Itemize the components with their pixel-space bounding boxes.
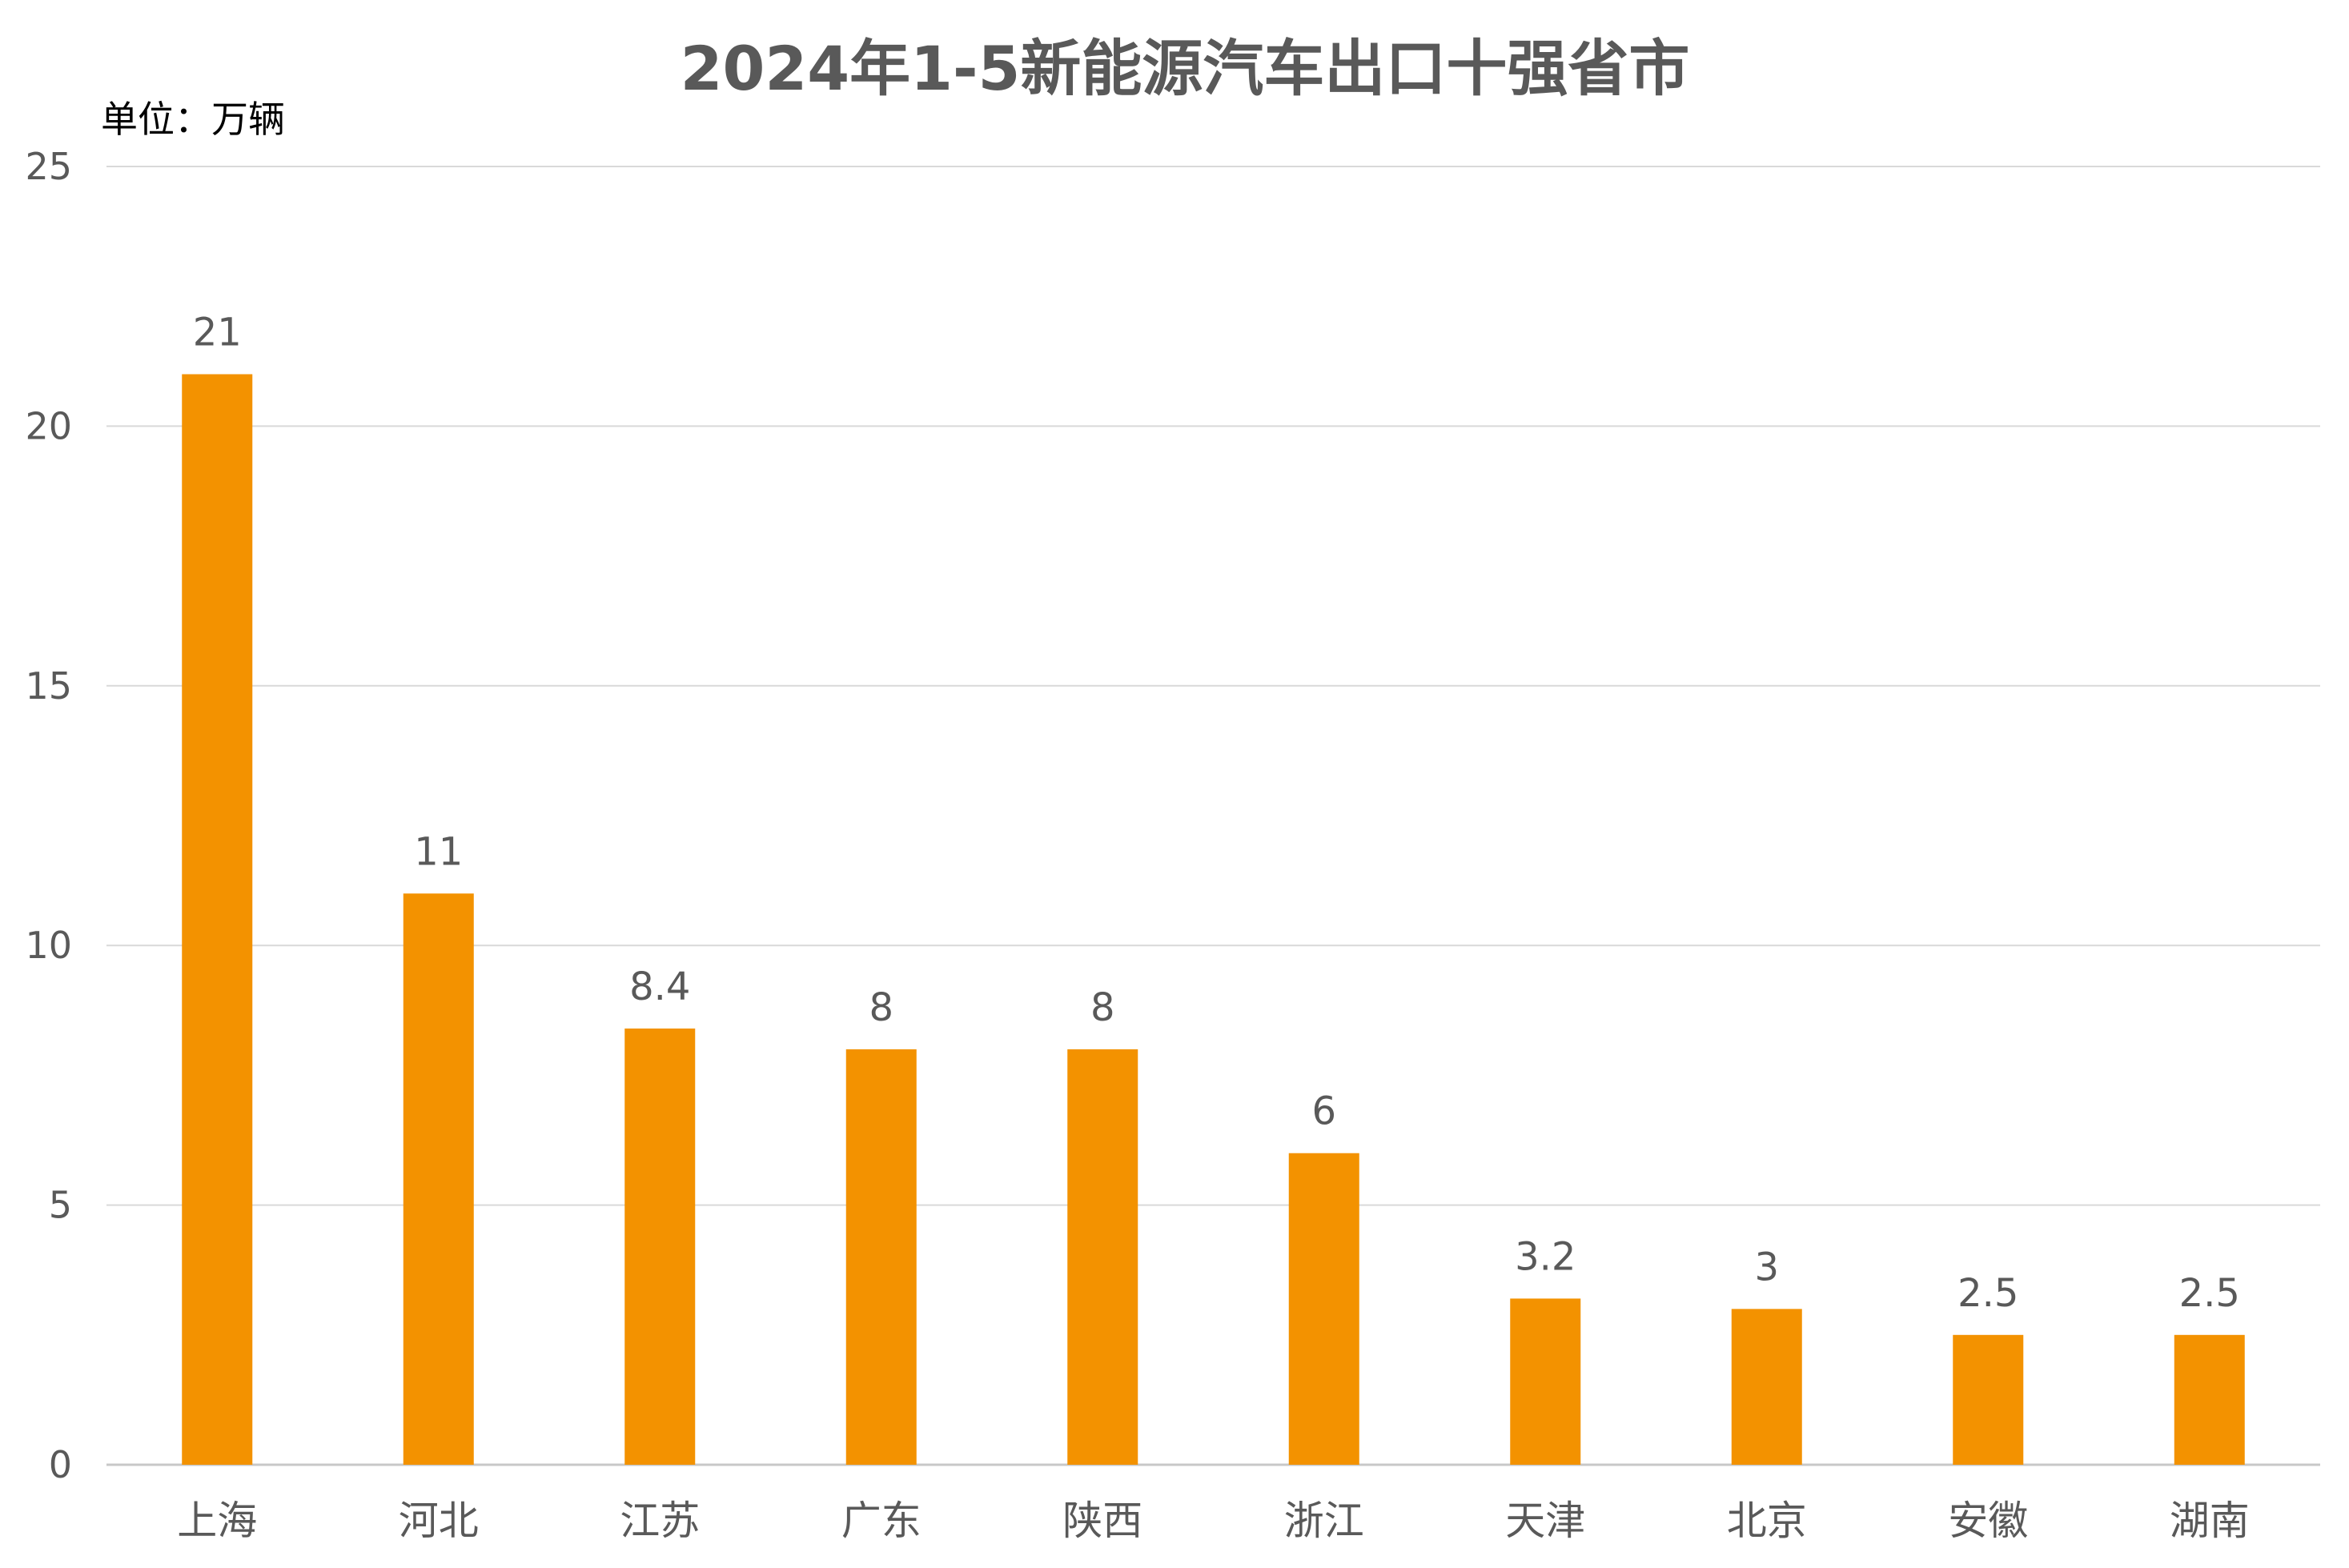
bar-value-label: 3.2 xyxy=(1515,1234,1576,1279)
y-tick-label: 15 xyxy=(25,664,72,708)
x-tick-label: 湖南 xyxy=(2170,1498,2250,1544)
bars xyxy=(182,374,2245,1465)
bar xyxy=(1731,1309,1802,1465)
x-axis-category-labels: 上海 河北 江苏 广东 陕西 浙江 天津 北京 安徽 湖南 xyxy=(177,1498,2250,1544)
bar xyxy=(624,1029,696,1465)
y-axis-tick-labels: 0 5 10 15 20 25 xyxy=(25,145,72,1486)
gridlines xyxy=(106,166,2320,1466)
x-tick-label: 上海 xyxy=(177,1498,257,1544)
x-tick-label: 广东 xyxy=(841,1498,922,1544)
x-tick-label: 北京 xyxy=(1727,1498,1807,1544)
bar-value-label: 8.4 xyxy=(629,964,690,1009)
x-tick-label: 江苏 xyxy=(620,1498,700,1544)
bar-value-label: 3 xyxy=(1754,1245,1779,1289)
bar xyxy=(1288,1153,1359,1465)
y-tick-label: 20 xyxy=(25,404,72,447)
bar xyxy=(2174,1334,2245,1465)
bar xyxy=(182,374,253,1465)
y-tick-label: 0 xyxy=(49,1443,72,1486)
bar xyxy=(1067,1049,1138,1465)
chart-title: 2024年1-5新能源汽车出口十强省市 xyxy=(681,33,1690,104)
x-tick-label: 河北 xyxy=(399,1498,479,1544)
y-tick-label: 5 xyxy=(49,1184,72,1227)
bar-value-label: 21 xyxy=(193,311,242,355)
x-tick-label: 天津 xyxy=(1505,1498,1585,1544)
bar xyxy=(1510,1298,1581,1465)
x-tick-label: 浙江 xyxy=(1284,1498,1364,1544)
bar-value-label: 6 xyxy=(1311,1089,1336,1134)
unit-label: 单位：万辆 xyxy=(101,98,285,141)
x-tick-label: 陕西 xyxy=(1062,1498,1142,1544)
bar-value-label: 2.5 xyxy=(2179,1271,2240,1316)
y-tick-label: 10 xyxy=(25,924,72,967)
bar xyxy=(845,1049,917,1465)
bar-value-label: 2.5 xyxy=(1958,1271,2018,1316)
bar-value-label: 8 xyxy=(1090,985,1115,1030)
bar-value-label: 11 xyxy=(414,829,463,874)
bar xyxy=(1953,1334,2024,1465)
x-tick-label: 安徽 xyxy=(1948,1498,2028,1544)
bar xyxy=(403,893,474,1465)
y-tick-label: 25 xyxy=(25,145,72,188)
bar-value-label: 8 xyxy=(869,985,893,1030)
data-labels: 21 11 8.4 8 8 6 3.2 3 2.5 2.5 xyxy=(193,311,2240,1316)
